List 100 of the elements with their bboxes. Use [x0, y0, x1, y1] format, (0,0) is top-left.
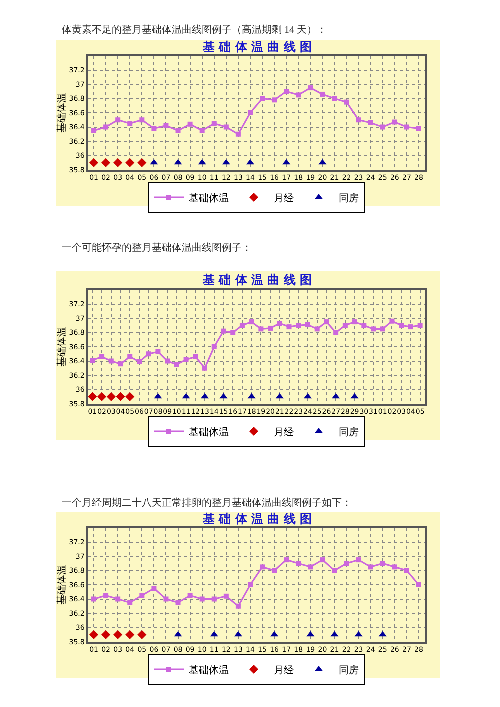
- point: [332, 568, 338, 574]
- point: [174, 159, 182, 165]
- point: [276, 393, 284, 399]
- point: [314, 326, 320, 332]
- point: [104, 593, 109, 598]
- point: [380, 326, 386, 332]
- point: [138, 158, 147, 168]
- point: [89, 158, 99, 168]
- point: [116, 392, 126, 402]
- y-axis-title: 基础体温: [56, 93, 68, 133]
- point: [418, 323, 423, 328]
- point: [224, 124, 229, 130]
- point: [126, 630, 135, 640]
- point: [92, 128, 97, 134]
- point: [221, 328, 226, 334]
- chart-title: 基 础 体 温 曲 线 图: [202, 512, 312, 526]
- text: 一个月经周期二十八天正常排卵的整月基础体温曲线图例子如下：: [62, 497, 352, 509]
- point: [332, 96, 338, 102]
- point: [408, 324, 414, 330]
- point: [324, 320, 330, 325]
- point: [392, 120, 398, 125]
- point: [282, 159, 291, 165]
- point: [164, 596, 169, 602]
- point: [368, 564, 374, 570]
- point: [240, 323, 245, 328]
- point: [260, 564, 266, 570]
- point: [248, 110, 253, 116]
- point: [184, 357, 189, 362]
- point: [404, 124, 410, 130]
- point: [392, 564, 398, 570]
- point: [97, 392, 107, 402]
- point: [136, 359, 142, 364]
- point: [200, 596, 205, 602]
- point: [277, 320, 282, 326]
- point: [296, 323, 302, 328]
- point: [332, 393, 340, 399]
- point: [258, 326, 264, 332]
- point: [90, 358, 96, 364]
- point: [92, 596, 97, 602]
- point: [212, 596, 217, 602]
- point: [220, 393, 228, 399]
- point: [399, 323, 404, 328]
- point: [330, 631, 339, 637]
- point: [320, 92, 326, 97]
- point: [140, 593, 145, 598]
- point: [193, 354, 198, 360]
- y-axis-title: 基础体温: [56, 327, 68, 367]
- point: [102, 630, 111, 640]
- point: [104, 124, 109, 130]
- point: [380, 124, 386, 130]
- point: [380, 561, 386, 566]
- point: [268, 326, 274, 331]
- chart-title: 基 础 体 温 曲 线 图: [202, 273, 312, 287]
- point: [352, 320, 358, 325]
- point: [378, 631, 387, 637]
- legend-label: 基础体温: [189, 664, 229, 676]
- point: [128, 121, 133, 126]
- y-axis-title: 基础体温: [56, 565, 68, 605]
- point: [174, 631, 182, 637]
- point: [176, 600, 181, 606]
- point: [236, 132, 241, 137]
- point: [362, 323, 367, 328]
- point: [296, 92, 302, 98]
- point: [354, 631, 363, 637]
- point: [308, 564, 314, 570]
- point: [224, 594, 229, 599]
- legend-label: 月经: [274, 192, 294, 204]
- point: [128, 600, 133, 606]
- point: [126, 158, 135, 168]
- point: [318, 159, 327, 165]
- point: [150, 159, 158, 165]
- point: [182, 393, 190, 399]
- legend-label: 同房: [339, 192, 359, 204]
- point: [89, 630, 99, 640]
- point: [416, 126, 422, 132]
- point: [350, 393, 359, 399]
- point: [249, 320, 254, 325]
- point: [165, 358, 170, 364]
- point: [102, 158, 111, 168]
- point: [106, 392, 116, 402]
- point: [114, 158, 123, 168]
- point: [234, 631, 242, 637]
- point: [164, 123, 169, 128]
- legend-label: 月经: [274, 664, 294, 676]
- legend-label: 同房: [339, 426, 359, 438]
- point: [296, 561, 302, 566]
- point: [236, 604, 241, 609]
- point: [308, 86, 314, 91]
- point: [116, 596, 121, 602]
- point: [156, 349, 161, 354]
- text: 体黄素不足的整月基础体温曲线图例子（高温期剩 14 天）：: [62, 24, 327, 36]
- legend-label: 同房: [339, 664, 359, 676]
- point: [230, 330, 236, 336]
- point: [126, 392, 135, 402]
- point: [342, 323, 348, 328]
- legend-label: 基础体温: [189, 426, 229, 438]
- point: [138, 630, 147, 640]
- point: [306, 631, 315, 637]
- chart-title: 基 础 体 温 曲 线 图: [202, 40, 312, 54]
- point: [210, 631, 218, 637]
